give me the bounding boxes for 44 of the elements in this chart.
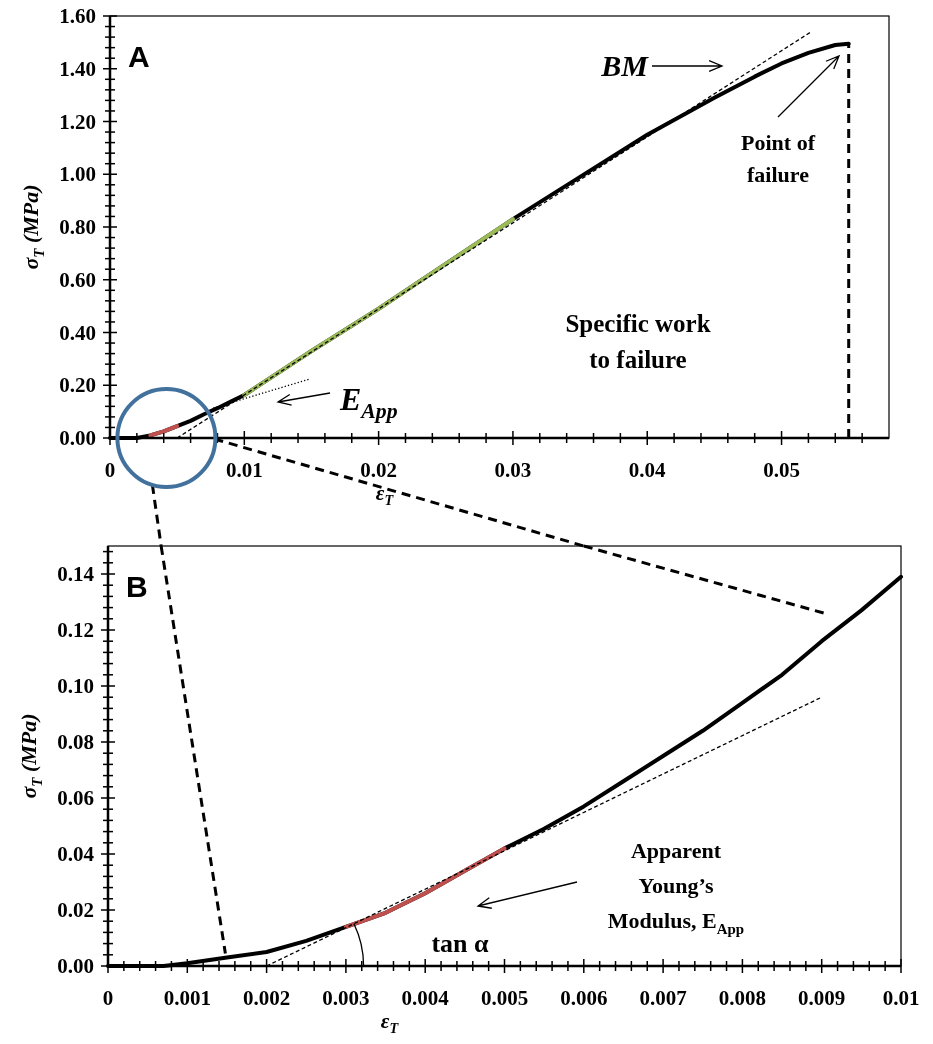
y-tick-label: 0.40 [59,320,96,345]
y-tick-label: 1.60 [59,4,96,28]
x-tick-label: 0.005 [480,986,529,1010]
x-tick-label: 0.007 [639,986,687,1010]
x-tick-label: 0.003 [322,986,370,1010]
x-tick-label: 0.002 [242,986,291,1010]
annotation: E$_{App}$ [339,381,398,423]
x-tick-label: 0 [104,458,116,482]
y-tick-label: 1.40 [59,56,96,81]
annotation: Point of failure [741,130,816,187]
x-tick-label: 0.008 [718,986,767,1010]
x-tick-label: 0.01 [882,986,920,1010]
x-tick-label: 0.009 [798,986,846,1010]
y-tick-label: 0.80 [59,215,96,239]
annotation: BM [600,49,650,82]
y-tick-label: 0.02 [57,898,94,922]
y-tick-label: 1.00 [59,162,96,187]
y-tick-label: 0.04 [57,842,95,866]
y-tick-label: 0.08 [57,730,94,754]
x-tick-label: 0 [102,986,114,1010]
y-tick-label: 0.10 [57,674,94,698]
text: A [128,40,150,73]
x-tick-label: 0.01 [225,458,263,482]
y-tick-label: 0.06 [57,786,94,810]
y-tick-label: 0.14 [57,562,95,586]
text: B [126,570,148,603]
annotation: Specific work to failure [565,310,711,373]
x-tick-label: 0.05 [763,458,800,482]
x-axis-title: ε$_{T}$ [375,481,395,509]
y-tick-label: 0.20 [59,373,96,398]
x-tick-label: 0.03 [494,458,532,482]
y-tick-label: 0.00 [59,426,96,450]
y-tick-label: 0.60 [59,267,96,292]
x-axis-title: ε$_{T}$ [380,1009,400,1037]
x-tick-label: 0.04 [628,458,667,482]
y-tick-label: 0.00 [57,954,94,978]
x-tick-label: 0.004 [401,986,450,1010]
x-tick-label: 0.006 [560,986,608,1010]
y-tick-label: 1.20 [59,109,96,134]
annotation: Apparent Young’s Modulus, E$_{App}$ [607,838,745,937]
annotation: tan α [431,929,490,958]
x-tick-label: 0.001 [163,986,211,1010]
x-tick-label: 0.02 [360,458,397,482]
y-tick-label: 0.12 [57,618,94,642]
